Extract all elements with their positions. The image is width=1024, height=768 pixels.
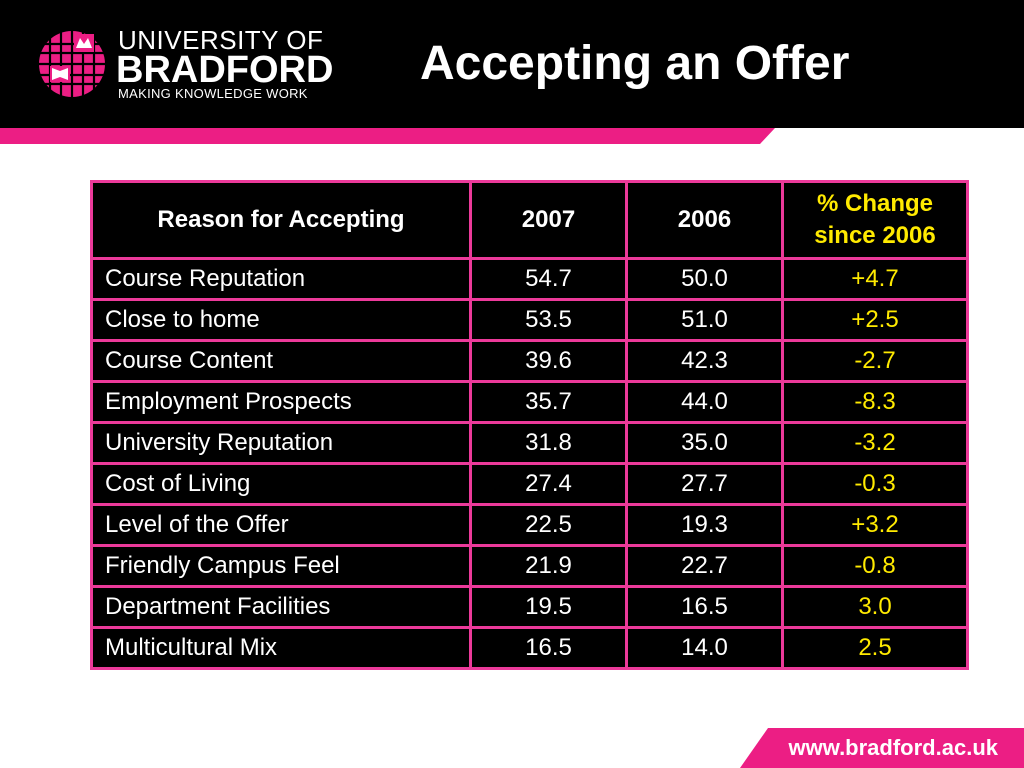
cell-2007: 39.6: [469, 339, 628, 383]
table-row: Employment Prospects 35.7 44.0 -8.3: [90, 380, 969, 424]
cell-2006: 16.5: [625, 585, 784, 629]
cell-reason: Close to home: [90, 298, 472, 342]
cell-reason: Cost of Living: [90, 462, 472, 506]
header-bar: UNIVERSITY OF BRADFORD MAKING KNOWLEDGE …: [0, 0, 1024, 128]
offer-table-container: Reason for Accepting 2007 2006 % Change …: [90, 180, 969, 670]
cell-2006: 42.3: [625, 339, 784, 383]
cell-2007: 54.7: [469, 257, 628, 301]
pink-accent-band: [0, 128, 775, 144]
table-row: Level of the Offer 22.5 19.3 +3.2: [90, 503, 969, 547]
footer-url-link[interactable]: www.bradford.ac.uk: [788, 735, 998, 760]
slide-title: Accepting an Offer: [420, 37, 850, 90]
cell-2007: 16.5: [469, 626, 628, 670]
cell-reason: Course Content: [90, 339, 472, 383]
cell-change: 3.0: [781, 585, 969, 629]
header-2006: 2006: [625, 180, 784, 260]
cell-change: -0.8: [781, 544, 969, 588]
cell-change: -2.7: [781, 339, 969, 383]
table-row: Course Reputation 54.7 50.0 +4.7: [90, 257, 969, 301]
header-2007: 2007: [469, 180, 628, 260]
cell-2006: 51.0: [625, 298, 784, 342]
table-row: Department Facilities 19.5 16.5 3.0: [90, 585, 969, 629]
cell-change: +3.2: [781, 503, 969, 547]
cell-reason: Course Reputation: [90, 257, 472, 301]
table-header-row: Reason for Accepting 2007 2006 % Change …: [90, 180, 969, 260]
cell-2006: 14.0: [625, 626, 784, 670]
cell-2007: 19.5: [469, 585, 628, 629]
table-row: Cost of Living 27.4 27.7 -0.3: [90, 462, 969, 506]
cell-2007: 35.7: [469, 380, 628, 424]
cell-reason: Multicultural Mix: [90, 626, 472, 670]
cell-change: +2.5: [781, 298, 969, 342]
footer-band: [740, 728, 1024, 768]
offer-reasons-table: Reason for Accepting 2007 2006 % Change …: [90, 180, 969, 670]
logo-text-university-of: UNIVERSITY OF: [118, 25, 324, 55]
cell-2007: 31.8: [469, 421, 628, 465]
table-body: Course Reputation 54.7 50.0 +4.7 Close t…: [90, 257, 969, 670]
cell-2007: 53.5: [469, 298, 628, 342]
table-row: Friendly Campus Feel 21.9 22.7 -0.8: [90, 544, 969, 588]
logo-tagline: MAKING KNOWLEDGE WORK: [118, 86, 308, 101]
cell-2006: 44.0: [625, 380, 784, 424]
header-reason: Reason for Accepting: [90, 180, 472, 260]
cell-2006: 35.0: [625, 421, 784, 465]
cell-reason: Level of the Offer: [90, 503, 472, 547]
university-logo: UNIVERSITY OF BRADFORD MAKING KNOWLEDGE …: [36, 25, 333, 106]
table-row: Course Content 39.6 42.3 -2.7: [90, 339, 969, 383]
cell-2006: 22.7: [625, 544, 784, 588]
table-row: Close to home 53.5 51.0 +2.5: [90, 298, 969, 342]
cell-reason: Friendly Campus Feel: [90, 544, 472, 588]
table-row: Multicultural Mix 16.5 14.0 2.5: [90, 626, 969, 670]
cell-2006: 19.3: [625, 503, 784, 547]
cell-change: -3.2: [781, 421, 969, 465]
cell-2006: 27.7: [625, 462, 784, 506]
cell-change: -8.3: [781, 380, 969, 424]
logo-text-bradford: BRADFORD: [116, 49, 334, 91]
cell-change: -0.3: [781, 462, 969, 506]
cell-change: +4.7: [781, 257, 969, 301]
cell-2006: 50.0: [625, 257, 784, 301]
cell-reason: Department Facilities: [90, 585, 472, 629]
cell-2007: 21.9: [469, 544, 628, 588]
cell-change: 2.5: [781, 626, 969, 670]
table-row: University Reputation 31.8 35.0 -3.2: [90, 421, 969, 465]
cell-2007: 22.5: [469, 503, 628, 547]
cell-2007: 27.4: [469, 462, 628, 506]
logo-mark-icon: [36, 28, 108, 100]
cell-reason: University Reputation: [90, 421, 472, 465]
header-percent-change-label: % Change since 2006: [814, 190, 936, 249]
cell-reason: Employment Prospects: [90, 380, 472, 424]
header-percent-change: % Change since 2006: [781, 180, 969, 260]
